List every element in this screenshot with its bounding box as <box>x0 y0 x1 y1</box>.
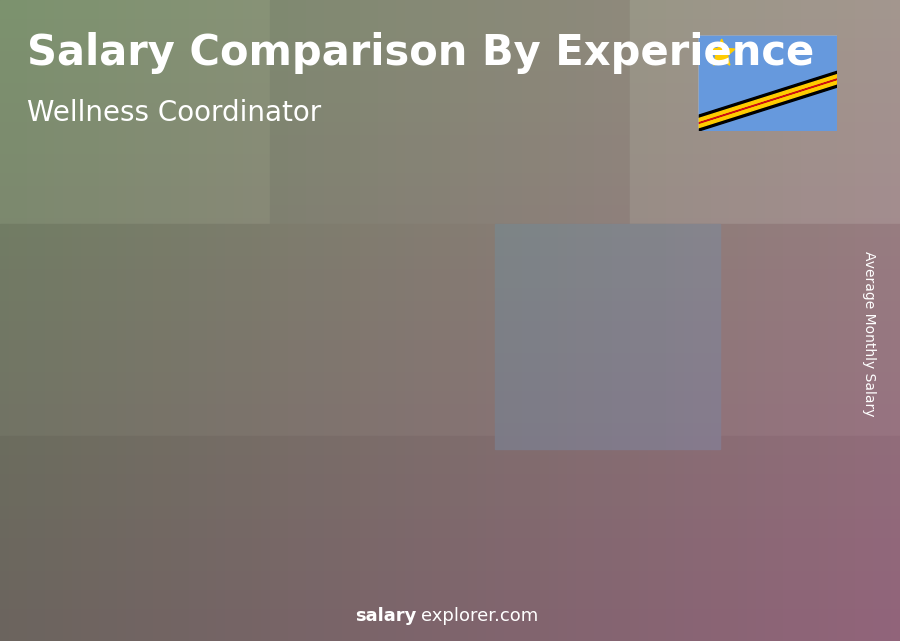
Text: salary: salary <box>356 607 417 625</box>
Text: 0 CDF: 0 CDF <box>336 300 391 318</box>
Polygon shape <box>698 71 837 131</box>
Text: +nan%: +nan% <box>236 246 329 269</box>
Polygon shape <box>698 79 837 124</box>
Bar <box>0 224 900 449</box>
Text: explorer.com: explorer.com <box>421 607 538 625</box>
Bar <box>585 208 652 577</box>
Text: Salary Comparison By Experience: Salary Comparison By Experience <box>27 32 814 74</box>
Text: +nan%: +nan% <box>106 330 199 354</box>
Text: Average Monthly Salary: Average Monthly Salary <box>861 251 876 416</box>
Text: +nan%: +nan% <box>496 105 589 129</box>
Bar <box>0 436 900 641</box>
Polygon shape <box>325 324 401 335</box>
Text: 0 CDF: 0 CDF <box>465 237 520 255</box>
Polygon shape <box>782 140 791 577</box>
Polygon shape <box>585 197 662 208</box>
Polygon shape <box>392 324 401 577</box>
Polygon shape <box>132 460 141 577</box>
Bar <box>194 412 262 577</box>
Bar <box>65 470 132 577</box>
Bar <box>715 150 782 577</box>
Bar <box>495 224 720 449</box>
Polygon shape <box>194 401 272 412</box>
Polygon shape <box>454 261 531 271</box>
Polygon shape <box>65 460 141 470</box>
Polygon shape <box>715 140 791 150</box>
Polygon shape <box>522 261 531 577</box>
Text: 0 CDF: 0 CDF <box>596 174 651 192</box>
Bar <box>270 0 675 288</box>
Bar <box>630 0 900 288</box>
Text: 0 CDF: 0 CDF <box>725 115 780 134</box>
Polygon shape <box>698 75 837 128</box>
Bar <box>454 271 522 577</box>
Text: Wellness Coordinator: Wellness Coordinator <box>27 99 321 128</box>
Text: +nan%: +nan% <box>626 39 719 63</box>
Polygon shape <box>262 401 272 577</box>
Text: 0 CDF: 0 CDF <box>76 436 130 454</box>
Bar <box>0 0 315 256</box>
Bar <box>325 335 392 577</box>
Text: 0 CDF: 0 CDF <box>206 378 260 395</box>
Polygon shape <box>708 39 735 65</box>
Polygon shape <box>652 197 662 577</box>
Text: +nan%: +nan% <box>366 175 459 199</box>
